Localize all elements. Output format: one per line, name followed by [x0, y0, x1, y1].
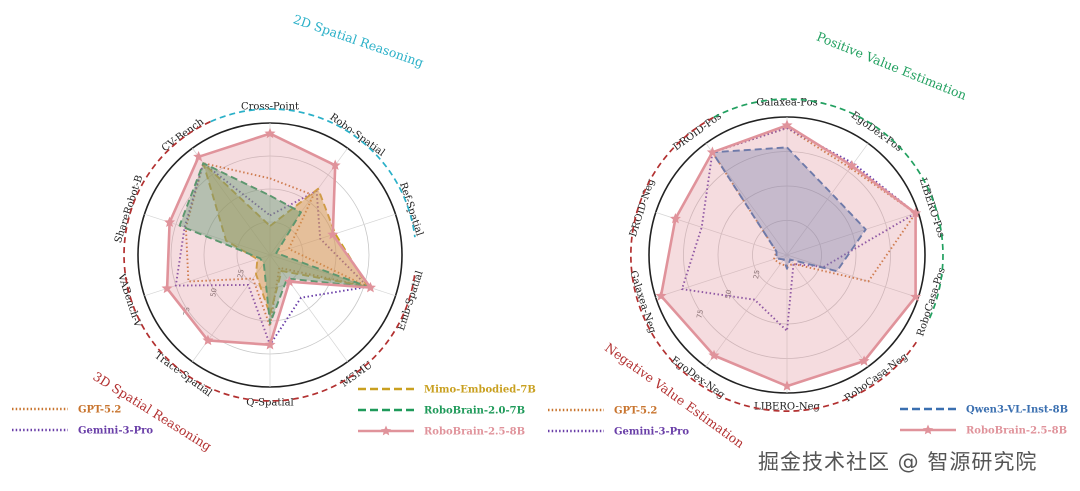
data-point-robobrain-2-5-8b [858, 355, 870, 366]
data-point-robobrain-2-5-8b [655, 290, 667, 301]
legend-item-gemini-3-pro: Gemini-3-Pro [548, 427, 689, 438]
radar-spoke [786, 254, 869, 367]
axis-label-egodex-pos: EgoDex-Pos [849, 110, 904, 154]
series-area-robobrain-2-5-8b [659, 124, 917, 388]
legend-star-marker [380, 425, 392, 436]
axis-label-droid-pos: DROID-Pos [671, 111, 723, 153]
axis-label-robo-spatial: Robo-Spatial [328, 112, 387, 159]
legend-label: RoboBrain-2.5-8B [966, 426, 1067, 437]
radar-tick-label: 75 [696, 309, 705, 319]
radar-spoke [269, 254, 396, 297]
axis-label-q-spatial: Q-Spatial [246, 398, 294, 409]
data-point-robobrain-2-5-8b [910, 291, 922, 302]
axis-label-libero-pos: LIBERO-Pos [917, 177, 947, 240]
data-point-robobrain-2-5-8b [669, 213, 681, 224]
legend-star-marker [922, 424, 934, 435]
radar-tick-label: 25 [236, 268, 245, 278]
group-arc-2d-spatial-reasoning [210, 108, 416, 238]
data-point-robobrain-2-5-8b [327, 228, 339, 240]
group-arc-3d-spatial-reasoning [123, 120, 416, 402]
data-point-robobrain-2-5-8b [264, 339, 276, 350]
radar-spoke [705, 254, 788, 367]
data-point-robobrain-2-5-8b [264, 127, 276, 139]
axis-label-galaxea-neg: Galaxea-Neg [627, 269, 658, 335]
series-area-robobrain-2-5-8b [165, 132, 372, 347]
data-point-robobrain-2-5-8b [781, 380, 793, 391]
data-point-robobrain-2-5-8b [164, 216, 176, 228]
legends: GPT-5.2 Gemini-3-Pro Mimo-Embodied-7B RoboB… [12, 385, 1068, 438]
data-point-robobrain-2-5-8b [781, 119, 793, 130]
legend-item-robobrain-2-5-8b: RoboBrain-2.5-8B [358, 425, 525, 438]
series-area-qwen3-vl-inst-8b [711, 146, 867, 273]
radar-spoke [269, 254, 348, 362]
legend-label: RoboBrain-2.0-7B [424, 406, 525, 417]
group-arc-positive-value-estimation [713, 98, 944, 319]
legend-label: GPT-5.2 [78, 405, 121, 416]
radar-spoke [786, 143, 869, 256]
radar-spoke [786, 254, 919, 298]
axis-label-galaxea-pos: Galaxea-Pos [756, 98, 817, 109]
data-point-robobrain-2-5-8b [364, 281, 376, 293]
data-point-robobrain-2-5-8b [910, 207, 922, 218]
radar-spoke [786, 212, 919, 256]
group-label-2d-spatial-reasoning: 2D Spatial Reasoning [291, 11, 425, 70]
legend-label: Qwen3-VL-Inst-8B [966, 405, 1068, 416]
legend-label: GPT-5.2 [614, 406, 657, 417]
radar-tick-label: 25 [752, 269, 761, 279]
axis-label-cross-point: Cross-Point [241, 102, 299, 113]
data-point-robobrain-2-5-8b [706, 146, 718, 157]
data-point-robobrain-2-5-8b [202, 334, 214, 346]
legend-item-qwen3-vl-inst-8b: Qwen3-VL-Inst-8B [900, 405, 1068, 416]
data-point-robobrain-2-5-8b [846, 159, 858, 171]
radar-spoke [192, 148, 271, 256]
data-point-robobrain-2-5-8b [708, 349, 720, 361]
radar-tick-label: 50 [209, 287, 218, 297]
data-point-robobrain-2-5-8b [283, 275, 295, 287]
legend-label: RoboBrain-2.5-8B [424, 427, 525, 438]
group-label-positive-value-estimation: Positive Value Estimation [814, 29, 968, 103]
axis-label-robocasa-pos: RoboCasa-Pos [915, 266, 948, 337]
legend-item-gemini-3-pro: Gemini-3-Pro [12, 426, 153, 437]
data-point-robobrain-2-5-8b [161, 282, 173, 294]
legend-item-robobrain-2-0-7b: RoboBrain-2.0-7B [358, 406, 525, 417]
axis-label-libero-neg: LIBERO-Neg [754, 402, 820, 413]
data-point-robobrain-2-5-8b [193, 151, 205, 162]
group-arc-negative-value-estimation [630, 116, 918, 412]
radar-tick-label: 75 [182, 306, 191, 316]
legend-item-mimo-embodied-7b: Mimo-Embodied-7B [358, 385, 536, 396]
legend-label: Gemini-3-Pro [78, 426, 153, 437]
legend-item-gpt-5-2: GPT-5.2 [12, 405, 121, 416]
watermark-text: 掘金技术社区 @ 智源研究院 [758, 450, 1038, 474]
legend-item-gpt-5-2: GPT-5.2 [548, 406, 657, 417]
radar-spoke [655, 254, 788, 298]
axis-label-trace-spatial: Trace-Spatial [152, 350, 213, 399]
radar-chart-spatial-reasoning: 255075Cross-PointRobo-SpatialRef-Spatial… [90, 11, 425, 453]
axis-label-cv-bench: CV-Bench [160, 116, 207, 154]
legend-label: Gemini-3-Pro [614, 427, 689, 438]
series-area-robobrain-2-0-7b [178, 162, 369, 325]
radar-chart-value-estimation: 25 50 75 Galaxea-Pos EgoDex-Pos LIBERO-Pos Rob… [602, 29, 969, 451]
legend-label: Mimo-Embodied-7B [424, 385, 536, 396]
data-point-robobrain-2-5-8b [329, 159, 341, 170]
legend-item-robobrain-2-5-8b: RoboBrain-2.5-8B [900, 424, 1067, 437]
radar-tick-label: 50 [724, 289, 733, 299]
